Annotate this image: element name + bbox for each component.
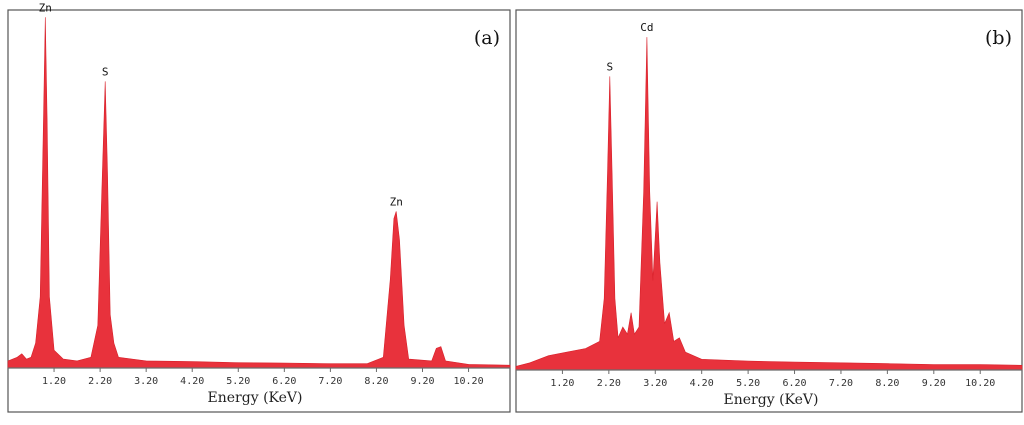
x-tick-label: 7.20: [829, 378, 853, 389]
x-tick-label: 6.20: [272, 376, 296, 387]
x-tick-label: 5.20: [226, 376, 250, 387]
x-tick-label: 2.20: [597, 378, 621, 389]
x-tick-label: 8.20: [364, 376, 388, 387]
x-tick-label: 5.20: [736, 378, 760, 389]
x-tick-label: 1.20: [42, 376, 66, 387]
eds-panel-a: 1.20 2.20 3.20 4.20 5.20 6.20 7.20 8.20 9.20 10.2…: [7, 1, 511, 413]
x-tick-label: 3.20: [643, 378, 667, 389]
eds-spectrum-chart-b: 1.20 2.20 3.20 4.20 5.20 6.20 7.20 8.20 9.20 10.2…: [515, 9, 1023, 413]
peak-label: Cd: [640, 21, 653, 34]
peak-label: S: [102, 65, 109, 78]
x-tick-label: 9.20: [922, 378, 946, 389]
x-axis-label: Energy (KeV): [208, 390, 303, 406]
eds-panel-b: 1.20 2.20 3.20 4.20 5.20 6.20 7.20 8.20 9.20 10.2…: [512, 0, 1024, 425]
peak-label: Zn: [39, 1, 52, 14]
x-tick-label: 3.20: [134, 376, 158, 387]
x-tick-label: 4.20: [180, 376, 204, 387]
x-tick-label: 10.20: [453, 376, 483, 387]
x-tick-label: 2.20: [88, 376, 112, 387]
x-tick-label: 1.20: [550, 378, 574, 389]
spectrum-series-0: [515, 37, 1023, 371]
panel-label: (b): [985, 27, 1012, 49]
x-tick-label: 8.20: [875, 378, 899, 389]
panel-label: (a): [474, 27, 500, 49]
x-axis-label: Energy (KeV): [724, 392, 819, 408]
spectrum-series-0: [7, 17, 511, 369]
peak-label: S: [606, 60, 613, 73]
chart-frame: [7, 9, 511, 413]
x-tick-label: 7.20: [318, 376, 342, 387]
peak-label: Zn: [390, 195, 403, 208]
x-tick-label: 10.20: [965, 378, 995, 389]
eds-spectrum-chart-a: 1.20 2.20 3.20 4.20 5.20 6.20 7.20 8.20 9.20 10.2…: [7, 1, 511, 413]
x-tick-label: 6.20: [782, 378, 806, 389]
x-tick-label: 4.20: [690, 378, 714, 389]
x-tick-label: 9.20: [410, 376, 434, 387]
